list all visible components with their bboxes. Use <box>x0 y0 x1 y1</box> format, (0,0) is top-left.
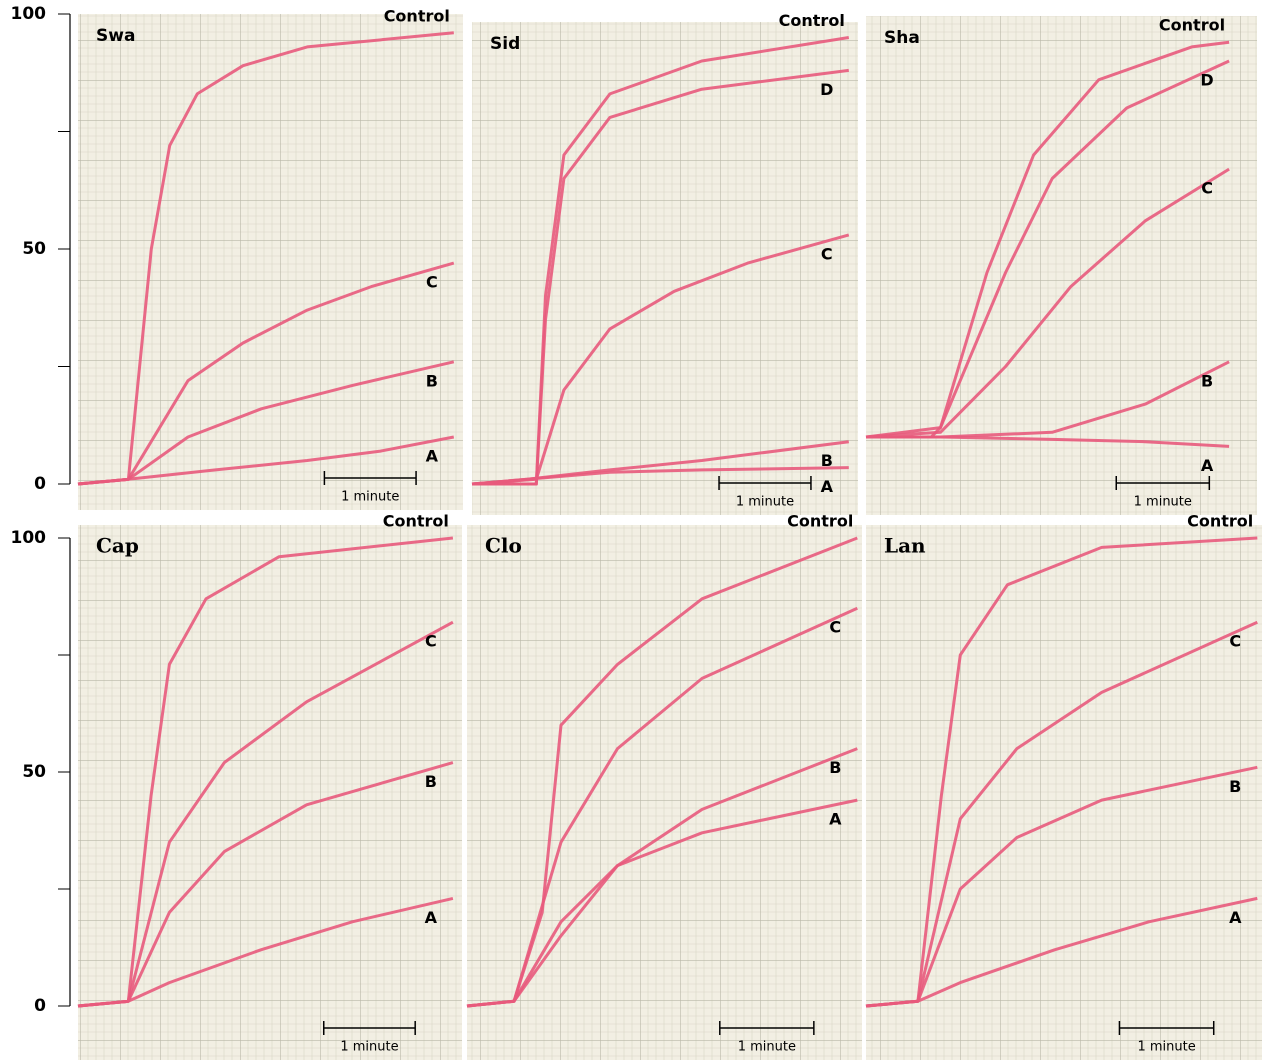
series-label: A <box>821 477 834 496</box>
scale-bar-label: 1 minute <box>1137 1040 1195 1055</box>
series-label: D <box>820 80 833 99</box>
scale-bar-label: 1 minute <box>341 490 399 505</box>
series-label: B <box>425 772 437 791</box>
panel-title: Sha <box>884 28 920 48</box>
figure: 0 50 100 Swa Control C B A 1 minute Sid Control D C B… <box>0 0 1265 1063</box>
series-label: C <box>821 244 833 263</box>
y-tick-label: 50 <box>22 762 46 782</box>
series-label: D <box>1200 71 1213 90</box>
series-label: Control <box>383 512 449 531</box>
series-label: A <box>426 447 439 466</box>
y-tick-label: 100 <box>11 4 47 24</box>
series-label: C <box>425 632 437 651</box>
series-label: Control <box>779 11 845 30</box>
series-label: Control <box>1187 512 1253 531</box>
series-label: C <box>1229 632 1241 651</box>
series-label: Control <box>787 512 853 531</box>
chart-paper <box>78 525 462 1060</box>
series-label: C <box>426 273 438 292</box>
panel-title: Lan <box>884 534 926 558</box>
series-label: C <box>1201 179 1213 198</box>
series-label: A <box>425 908 438 927</box>
panel-title: Swa <box>96 26 135 46</box>
scale-bar-label: 1 minute <box>738 1040 796 1055</box>
series-label: B <box>1229 777 1241 796</box>
panel-title: Clo <box>485 534 522 558</box>
chart-paper <box>78 14 463 510</box>
series-label: A <box>1201 456 1214 475</box>
series-label: B <box>1201 371 1213 390</box>
y-tick-label: 50 <box>22 239 46 259</box>
series-label: B <box>426 371 438 390</box>
scale-bar-label: 1 minute <box>340 1040 398 1055</box>
series-label: C <box>829 618 841 637</box>
scale-bar-label: 1 minute <box>1134 495 1192 510</box>
chart-paper <box>472 22 858 515</box>
series-label: Control <box>1159 16 1225 35</box>
y-tick-label: 0 <box>34 996 46 1016</box>
y-tick-label: 0 <box>34 474 46 494</box>
panel-title: Cap <box>96 534 139 558</box>
series-label: A <box>829 810 842 829</box>
y-tick-label: 100 <box>11 528 47 548</box>
scale-bar-label: 1 minute <box>736 495 794 510</box>
panel-title: Sid <box>490 34 520 54</box>
series-label: A <box>1229 908 1242 927</box>
series-label: Control <box>384 6 450 25</box>
series-label: B <box>829 758 841 777</box>
